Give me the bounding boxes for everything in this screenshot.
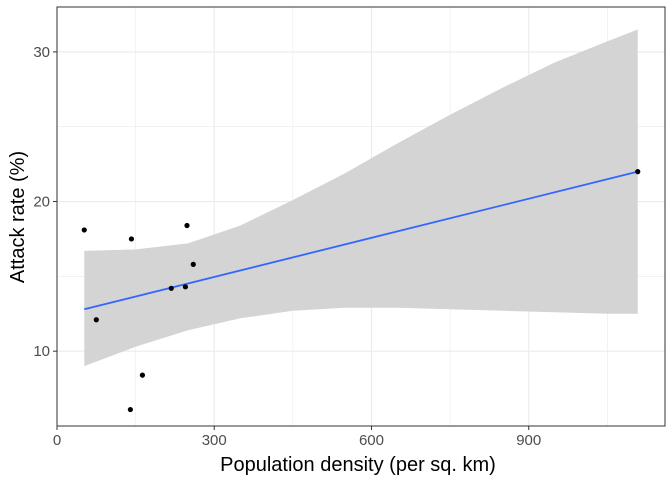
data-point: [81, 227, 87, 233]
y-tick-label: 20: [33, 194, 50, 211]
x-tick-label: 300: [202, 432, 227, 449]
y-axis-title: Attack rate (%): [7, 151, 29, 283]
y-tick-label: 30: [33, 44, 50, 61]
data-points: [81, 169, 641, 413]
data-point: [182, 284, 189, 290]
data-point: [190, 261, 196, 267]
data-point: [93, 317, 99, 323]
x-tick-label: 900: [516, 432, 541, 449]
fit-line: [84, 170, 638, 311]
data-point: [184, 222, 190, 229]
y-axis-ticks: 10 20 30: [33, 44, 57, 360]
x-axis-title: Population density (per sq. km): [220, 454, 496, 476]
x-tick-label: 600: [359, 432, 384, 449]
data-point: [139, 372, 146, 378]
confidence-band: [84, 29, 638, 367]
y-tick-label: 10: [33, 343, 50, 360]
confidence-band-group: [84, 29, 638, 367]
x-tick-label: 0: [53, 432, 61, 449]
data-point: [635, 169, 641, 175]
data-point: [127, 406, 133, 413]
panel-border: [56, 6, 666, 427]
x-axis-ticks: 0 300 600 900: [53, 426, 541, 449]
fit-line-group: [84, 170, 638, 311]
data-point: [168, 285, 174, 291]
data-point: [128, 236, 135, 242]
